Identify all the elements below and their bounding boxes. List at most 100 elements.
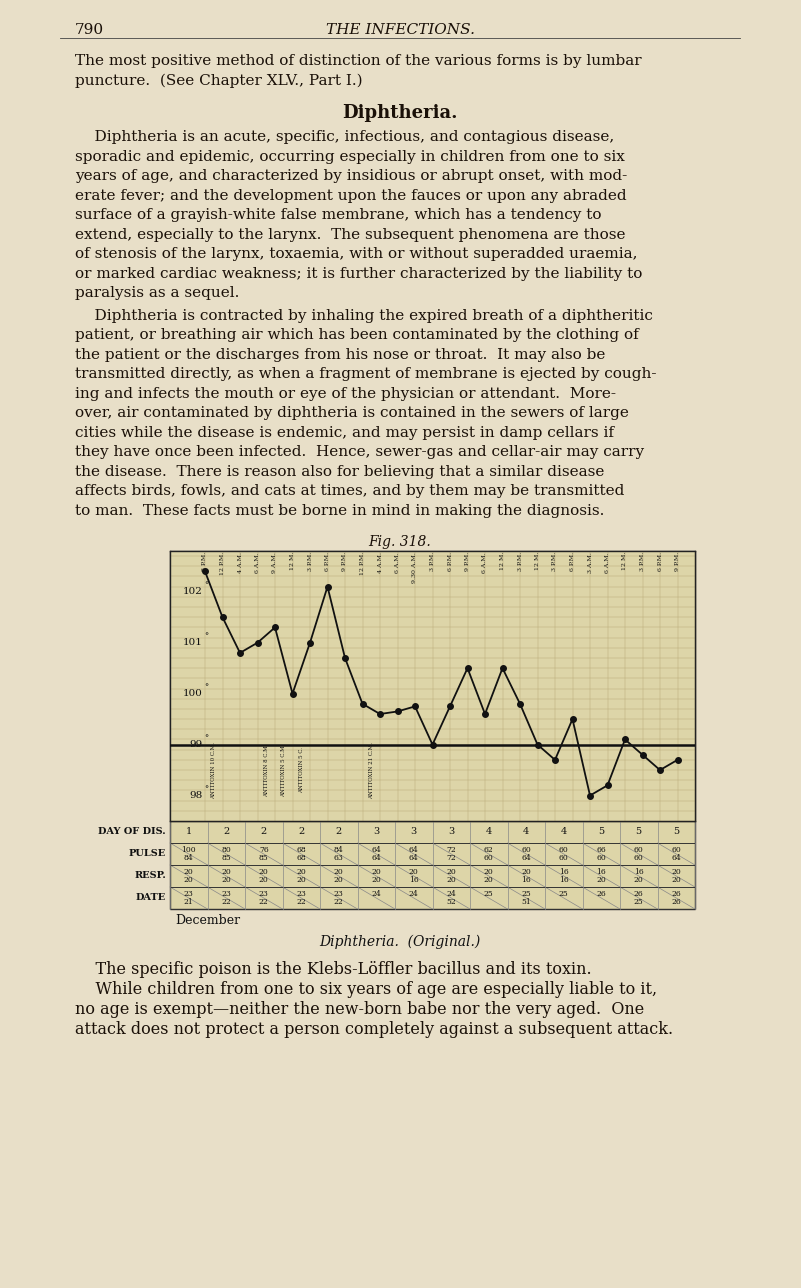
Text: 16: 16 bbox=[634, 868, 644, 876]
Text: 3 A.M.: 3 A.M. bbox=[587, 553, 593, 573]
Text: the patient or the discharges from his nose or throat.  It may also be: the patient or the discharges from his n… bbox=[75, 348, 606, 362]
Text: 60: 60 bbox=[521, 846, 531, 854]
Text: 85: 85 bbox=[221, 854, 231, 862]
Text: 5: 5 bbox=[636, 827, 642, 836]
Text: 20: 20 bbox=[671, 868, 681, 876]
Text: 9 A.M.: 9 A.M. bbox=[272, 553, 277, 573]
Text: 66: 66 bbox=[597, 846, 606, 854]
Text: Diphtheria is an acute, specific, infectious, and contagious disease,: Diphtheria is an acute, specific, infect… bbox=[75, 130, 614, 144]
Text: 60: 60 bbox=[671, 846, 681, 854]
Text: 25: 25 bbox=[521, 890, 531, 898]
Text: December: December bbox=[175, 914, 240, 927]
Text: °: ° bbox=[204, 632, 208, 640]
Text: 25: 25 bbox=[484, 890, 493, 898]
Text: 20: 20 bbox=[446, 876, 456, 884]
Text: 3 P.M.: 3 P.M. bbox=[517, 553, 522, 572]
Text: 4: 4 bbox=[485, 827, 492, 836]
Text: 9.30 A.M.: 9.30 A.M. bbox=[413, 553, 417, 583]
Text: 22: 22 bbox=[334, 898, 344, 905]
Text: 60: 60 bbox=[559, 846, 569, 854]
Text: 21: 21 bbox=[184, 898, 194, 905]
Text: 16: 16 bbox=[597, 868, 606, 876]
Text: 12 P.M.: 12 P.M. bbox=[360, 553, 365, 576]
Point bbox=[671, 750, 684, 770]
Text: 3 P.M.: 3 P.M. bbox=[640, 553, 645, 572]
Text: 20: 20 bbox=[597, 876, 606, 884]
Text: 3: 3 bbox=[373, 827, 380, 836]
Text: 64: 64 bbox=[372, 846, 381, 854]
Text: or marked cardiac weakness; it is further characterized by the liability to: or marked cardiac weakness; it is furthe… bbox=[75, 267, 642, 281]
Text: extend, especially to the larynx.  The subsequent phenomena are those: extend, especially to the larynx. The su… bbox=[75, 228, 626, 242]
Text: DATE: DATE bbox=[135, 894, 166, 903]
Text: 6 A.M.: 6 A.M. bbox=[395, 553, 400, 573]
Text: 16: 16 bbox=[559, 868, 569, 876]
Text: 6 P.M.: 6 P.M. bbox=[570, 553, 575, 571]
Point bbox=[513, 693, 526, 714]
Text: paralysis as a sequel.: paralysis as a sequel. bbox=[75, 286, 239, 300]
Point bbox=[339, 648, 352, 668]
Text: 98: 98 bbox=[189, 791, 203, 800]
Text: 22: 22 bbox=[221, 898, 231, 905]
Text: Diphtheria.  (Original.): Diphtheria. (Original.) bbox=[320, 935, 481, 949]
Point bbox=[584, 786, 597, 806]
Point bbox=[566, 708, 579, 729]
Text: they have once been infected.  Hence, sewer-gas and cellar-air may carry: they have once been infected. Hence, sew… bbox=[75, 444, 644, 459]
Text: years of age, and characterized by insidious or abrupt onset, with mod-: years of age, and characterized by insid… bbox=[75, 169, 627, 183]
Text: Diphtheria is contracted by inhaling the expired breath of a diphtheritic: Diphtheria is contracted by inhaling the… bbox=[75, 309, 653, 322]
Text: 100: 100 bbox=[183, 689, 203, 698]
Text: 20: 20 bbox=[221, 876, 231, 884]
Point bbox=[286, 684, 299, 705]
Text: 25: 25 bbox=[559, 890, 569, 898]
Text: of stenosis of the larynx, toxaemia, with or without superadded uraemia,: of stenosis of the larynx, toxaemia, wit… bbox=[75, 247, 638, 261]
Bar bbox=[170, 551, 695, 820]
Text: 6 P.M.: 6 P.M. bbox=[448, 553, 453, 571]
Point bbox=[268, 617, 281, 638]
Text: 12 M.: 12 M. bbox=[535, 553, 540, 571]
Text: 100: 100 bbox=[182, 846, 196, 854]
Text: 64: 64 bbox=[409, 846, 419, 854]
Text: 3 P.M.: 3 P.M. bbox=[430, 553, 435, 572]
Text: 20: 20 bbox=[296, 876, 306, 884]
Text: 20: 20 bbox=[184, 868, 194, 876]
Text: 6 P.M.: 6 P.M. bbox=[658, 553, 662, 571]
Text: 23: 23 bbox=[221, 890, 231, 898]
Text: 4: 4 bbox=[523, 827, 529, 836]
Text: 6 A.M.: 6 A.M. bbox=[605, 553, 610, 573]
Text: 26: 26 bbox=[671, 898, 681, 905]
Text: 20: 20 bbox=[334, 868, 344, 876]
Text: 4: 4 bbox=[561, 827, 567, 836]
Text: 3: 3 bbox=[411, 827, 417, 836]
Text: 60: 60 bbox=[559, 854, 569, 862]
Text: 5: 5 bbox=[673, 827, 679, 836]
Text: 8 P.M.: 8 P.M. bbox=[203, 553, 207, 572]
Text: 26: 26 bbox=[671, 890, 681, 898]
Text: While children from one to six years of age are especially liable to it,: While children from one to six years of … bbox=[75, 981, 657, 998]
Text: 85: 85 bbox=[259, 854, 268, 862]
Text: DAY OF DIS.: DAY OF DIS. bbox=[99, 827, 166, 836]
Text: over, air contaminated by diphtheria is contained in the sewers of large: over, air contaminated by diphtheria is … bbox=[75, 406, 629, 420]
Text: 72: 72 bbox=[446, 854, 456, 862]
Text: °: ° bbox=[204, 734, 208, 742]
Text: Diphtheria.: Diphtheria. bbox=[342, 104, 457, 122]
Text: 9 P.M.: 9 P.M. bbox=[675, 553, 680, 572]
Point bbox=[531, 734, 544, 755]
Text: 20: 20 bbox=[259, 868, 268, 876]
Text: 20: 20 bbox=[634, 876, 644, 884]
Text: 20: 20 bbox=[446, 868, 456, 876]
Text: 64: 64 bbox=[409, 854, 419, 862]
Text: 80: 80 bbox=[221, 846, 231, 854]
Text: 76: 76 bbox=[259, 846, 268, 854]
Text: no age is exempt—neither the new-born babe nor the very aged.  One: no age is exempt—neither the new-born ba… bbox=[75, 1001, 644, 1018]
Point bbox=[409, 696, 421, 716]
Point bbox=[601, 775, 614, 796]
Text: 12 M.: 12 M. bbox=[290, 553, 295, 571]
Text: 64: 64 bbox=[671, 854, 681, 862]
Text: 23: 23 bbox=[334, 890, 344, 898]
Text: 60: 60 bbox=[634, 846, 644, 854]
Point bbox=[636, 744, 649, 765]
Text: 20: 20 bbox=[372, 868, 381, 876]
Text: 2: 2 bbox=[336, 827, 342, 836]
Text: 2: 2 bbox=[298, 827, 304, 836]
Point bbox=[304, 632, 316, 653]
Text: 20: 20 bbox=[484, 876, 493, 884]
